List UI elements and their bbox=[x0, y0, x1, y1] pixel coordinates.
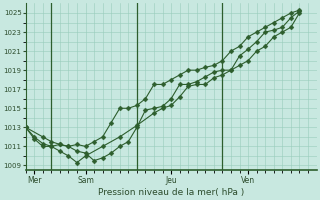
X-axis label: Pression niveau de la mer( hPa ): Pression niveau de la mer( hPa ) bbox=[98, 188, 244, 197]
